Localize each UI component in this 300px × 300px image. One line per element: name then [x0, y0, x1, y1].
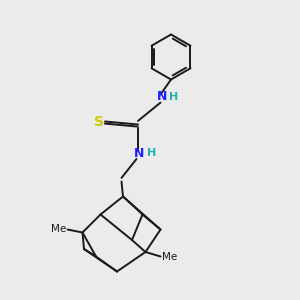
Text: S: S — [94, 115, 104, 128]
Text: H: H — [169, 92, 178, 102]
Text: H: H — [147, 148, 156, 158]
Text: Me: Me — [162, 251, 177, 262]
Text: Me: Me — [51, 224, 66, 235]
Text: N: N — [134, 146, 145, 160]
Text: N: N — [157, 90, 167, 103]
